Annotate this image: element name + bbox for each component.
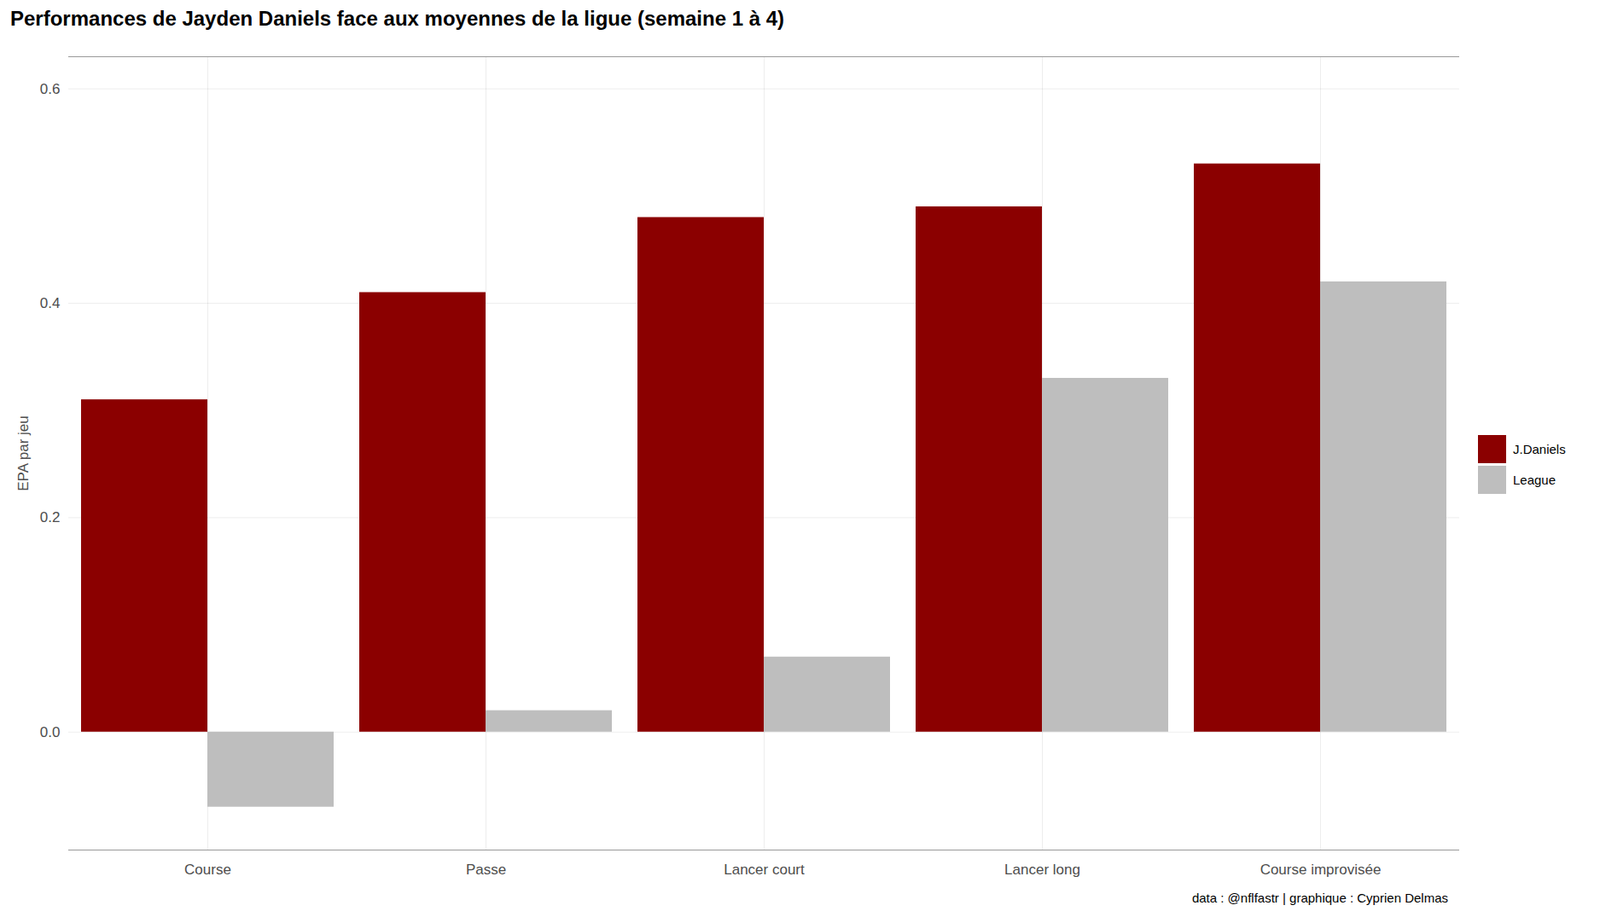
svg-text:0.2: 0.2 (40, 509, 61, 526)
svg-text:Lancer long: Lancer long (1004, 861, 1081, 879)
svg-text:Passe: Passe (465, 861, 507, 879)
svg-text:Course: Course (184, 861, 232, 879)
html-text:League: League (1512, 472, 1556, 487)
svg-text:0.6: 0.6 (40, 81, 61, 98)
html-text:J.Daniels: J.Daniels (1512, 441, 1566, 457)
svg-text:Lancer court: Lancer court (723, 861, 805, 879)
svg-text:0.4: 0.4 (40, 295, 61, 312)
html-text:data : @nflfastr | graphique :: data : @nflfastr | graphique : Cyprien D… (1192, 890, 1449, 906)
svg-text:0.0: 0.0 (40, 724, 61, 741)
html-text:Performances de Jayden Daniels: Performances de Jayden Daniels face aux … (10, 6, 785, 30)
svg-text:EPA par jeu: EPA par jeu (15, 415, 32, 492)
svg-text:Course improvisée: Course improvisée (1260, 861, 1382, 879)
